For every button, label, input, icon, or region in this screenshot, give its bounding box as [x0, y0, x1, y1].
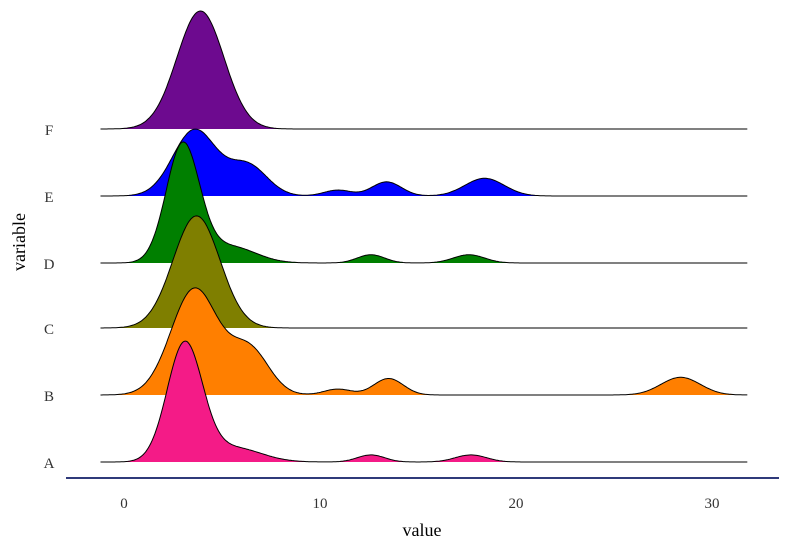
y-tick-label-e: E: [44, 190, 53, 206]
ridge-outline-b: [100, 287, 748, 396]
x-tick-labels: 0 10 20 30: [120, 496, 719, 512]
ridge-fill-a: [100, 341, 748, 462]
y-tick-label-c: C: [44, 322, 54, 338]
ridge-fill-b: [100, 287, 748, 395]
ridge-outline-f: [100, 10, 748, 130]
y-tick-label-b: B: [44, 389, 54, 405]
x-tick-label-30: 30: [705, 496, 720, 512]
ridge-outline-c: [100, 215, 748, 329]
y-axis-title: variable: [9, 213, 29, 271]
y-tick-label-a: A: [44, 456, 55, 472]
y-tick-labels: F E D C B A: [44, 123, 55, 472]
x-tick-label-10: 10: [313, 496, 328, 512]
ridges-layer: [100, 10, 748, 463]
ridge-fill-e: [100, 129, 748, 196]
y-tick-label-f: F: [45, 123, 53, 139]
ridge-fill-c: [100, 215, 748, 328]
ridge-outline-d: [100, 141, 748, 264]
ridge-outline-a: [100, 340, 748, 463]
x-tick-label-20: 20: [509, 496, 524, 512]
ridge-fill-f: [100, 11, 748, 129]
y-tick-label-d: D: [44, 257, 55, 273]
ridge-outline-e: [100, 128, 748, 197]
x-tick-label-0: 0: [120, 496, 128, 512]
x-axis-title: value: [403, 520, 442, 540]
ridge-fill-d: [100, 141, 748, 263]
